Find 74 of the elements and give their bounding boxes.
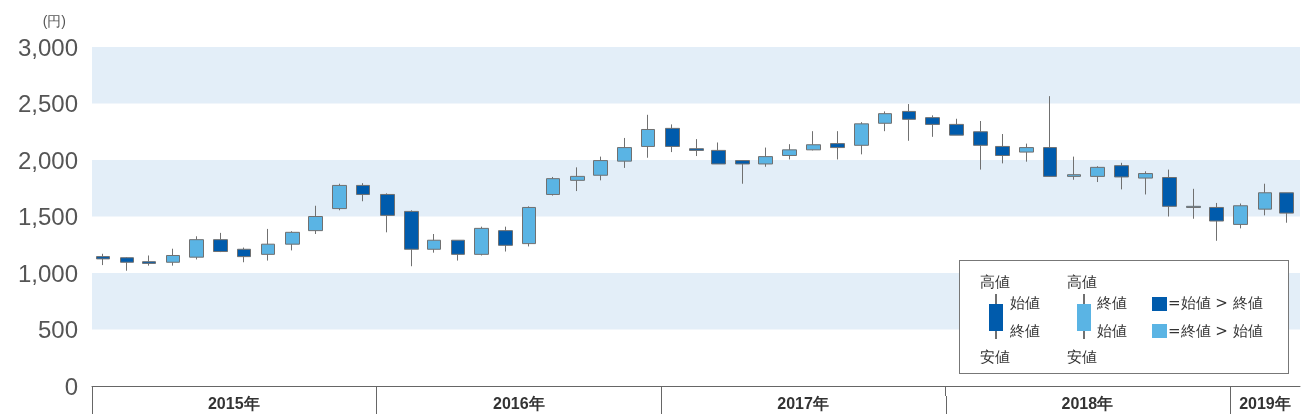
candlestick [261, 228, 275, 262]
candlestick [758, 147, 773, 168]
y-tick-label: 1,500 [17, 203, 78, 230]
candlestick [641, 114, 655, 159]
candlestick [1019, 143, 1034, 163]
candlestick [285, 230, 300, 251]
candlestick [380, 192, 395, 233]
candlestick [213, 232, 228, 253]
candlestick [830, 130, 845, 160]
candlestick [498, 226, 513, 253]
annotation: 終値 [1010, 322, 1040, 340]
candlestick [1279, 192, 1294, 224]
y-tick-label: 2,500 [17, 90, 78, 117]
candlestick [878, 110, 892, 132]
annotation: 高値 [1067, 273, 1097, 291]
candlestick [1186, 188, 1201, 220]
candlestick [1138, 170, 1153, 195]
x-tick-label: 2015年 [207, 394, 260, 412]
candlestick [332, 183, 347, 211]
candlestick [1233, 203, 1248, 229]
candlestick [854, 121, 869, 155]
annotation: 高値 [980, 273, 1010, 291]
candlestick [356, 182, 370, 202]
annotation: =始値 > 終値 [1168, 294, 1263, 312]
candlestick [593, 156, 608, 181]
annotation: 安値 [1067, 348, 1097, 366]
candlestick [1043, 95, 1057, 178]
candlestick [711, 141, 726, 165]
candlestick [1162, 169, 1177, 217]
candlestick [617, 137, 632, 169]
y-tick-label: 1,000 [17, 259, 78, 287]
candlestick [995, 133, 1010, 164]
y-axis-title: (円) [42, 13, 66, 29]
candlestick [546, 176, 560, 197]
annotation: 安値 [980, 348, 1010, 366]
y-tick-label: 0 [64, 372, 78, 400]
candlestick [308, 205, 323, 235]
y-tick-label: 500 [37, 316, 78, 343]
y-tick-label: 3,000 [17, 33, 78, 61]
candlestick [96, 253, 110, 266]
candlestick [665, 123, 680, 153]
candlestick [189, 235, 204, 260]
candlestick [735, 160, 750, 185]
candlestick [142, 254, 156, 267]
candlestick [1209, 202, 1224, 242]
annotation: =終値 > 始値 [1168, 322, 1263, 340]
candlestick [1090, 165, 1105, 183]
candlestick [451, 239, 465, 262]
candlestick [806, 130, 821, 151]
candlestick [237, 247, 251, 263]
x-tick-label: 2018年 [1061, 394, 1114, 412]
candlestick [120, 256, 134, 272]
candlestick [1114, 162, 1129, 190]
candlestick [522, 205, 536, 247]
x-tick-label: 2016年 [493, 394, 545, 412]
candlestick [689, 138, 704, 157]
candlestick [973, 120, 988, 171]
annotation: 終値 [1097, 294, 1127, 312]
candlestick [902, 103, 916, 142]
y-tick-label: 2,000 [17, 146, 78, 174]
candlestick [925, 114, 940, 138]
candlestick [1258, 183, 1272, 216]
candlestick [949, 118, 964, 136]
candlestick [404, 209, 419, 267]
candlestick [427, 233, 441, 254]
annotation: 始値 [1097, 322, 1127, 340]
x-tick-label: 2017年 [777, 394, 829, 412]
candlestick [474, 226, 489, 256]
candlestick [782, 143, 797, 160]
candlestick [166, 248, 180, 267]
candlestick [1067, 156, 1081, 181]
x-tick-label: 2019年 [1239, 394, 1291, 412]
candlestick [570, 166, 585, 192]
annotation: 始値 [1010, 294, 1040, 312]
